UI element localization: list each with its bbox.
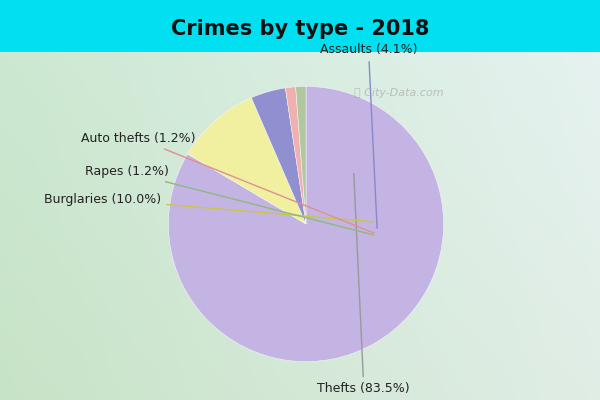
Wedge shape — [286, 87, 306, 224]
Text: Burglaries (10.0%): Burglaries (10.0%) — [44, 193, 375, 222]
Text: Assaults (4.1%): Assaults (4.1%) — [320, 43, 417, 228]
Wedge shape — [169, 86, 443, 362]
Wedge shape — [296, 86, 306, 224]
Wedge shape — [188, 98, 306, 224]
Text: Rapes (1.2%): Rapes (1.2%) — [85, 165, 374, 235]
Text: ⓘ City-Data.com: ⓘ City-Data.com — [354, 88, 443, 98]
Text: Thefts (83.5%): Thefts (83.5%) — [317, 173, 410, 395]
Text: Crimes by type - 2018: Crimes by type - 2018 — [171, 18, 429, 39]
Text: Auto thefts (1.2%): Auto thefts (1.2%) — [82, 132, 374, 233]
Wedge shape — [251, 88, 306, 224]
